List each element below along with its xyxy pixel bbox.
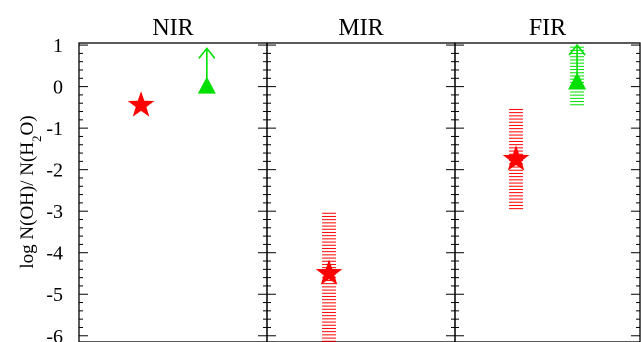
y-tick-label: -1: [46, 118, 63, 140]
panel-title: MIR: [338, 15, 383, 41]
y-axis-label-text: log N(OH)/ N(H2O): [17, 115, 44, 268]
y-tick-label: -5: [46, 284, 63, 306]
y-tick-label: 0: [53, 77, 63, 99]
data-point-triangle: [568, 72, 587, 90]
panel-frame: [454, 42, 641, 342]
panel-frame: [78, 42, 268, 342]
lower-limit-arrow-head: [198, 47, 216, 59]
panel-mir: MIR: [266, 15, 456, 342]
y-tick-label: -3: [46, 201, 63, 223]
y-axis-label-main: log N(OH)/ N(H: [17, 142, 38, 269]
y-tick-label: -4: [46, 243, 63, 265]
data-point-star: [502, 145, 530, 171]
y-axis-label: log N(OH)/ N(H2O): [17, 115, 44, 268]
panels: NIR 1 0 -1 -2 -3 -4 -5 -6 MIR FIR: [46, 15, 641, 342]
y-tick-label: -6: [46, 326, 63, 342]
data-point-triangle: [197, 76, 216, 94]
y-tick-label: -2: [46, 160, 63, 182]
lower-limit-arrow-head: [568, 43, 586, 56]
panel-fir: FIR: [454, 15, 641, 342]
panel-title: NIR: [152, 15, 193, 41]
y-axis-label-tail: O): [17, 115, 38, 135]
panel-frame: [266, 42, 456, 342]
y-tick-label: 1: [53, 35, 63, 57]
data-point-star: [315, 259, 343, 285]
y-axis-label-subscript: 2: [29, 135, 44, 142]
data-point-star: [127, 91, 155, 117]
error-bar: [322, 212, 337, 342]
panel-nir: NIR 1 0 -1 -2 -3 -4 -5 -6: [46, 15, 268, 342]
panel-title: FIR: [529, 15, 566, 41]
